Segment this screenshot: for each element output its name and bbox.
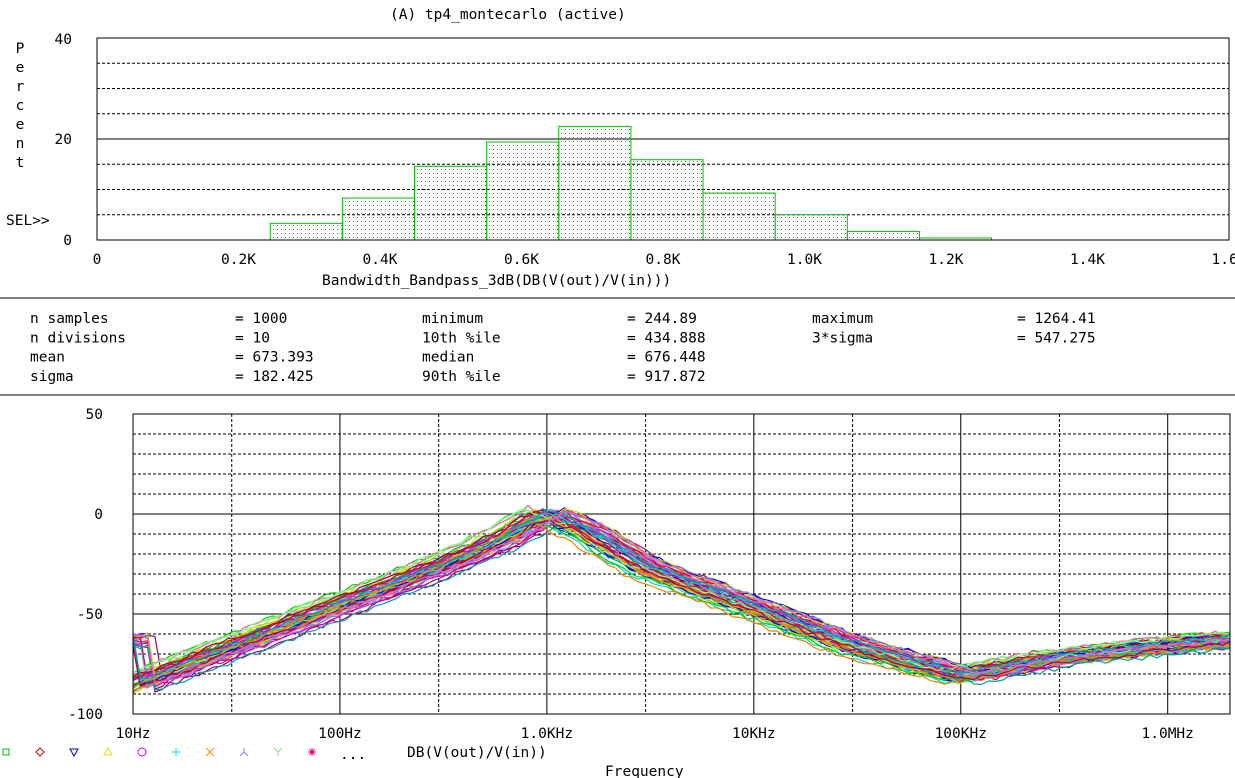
histogram-bar xyxy=(630,159,704,241)
stat-cell: maximum xyxy=(812,311,873,327)
stat-cell: n samples xyxy=(30,311,109,327)
histogram-y-label-char: n xyxy=(16,136,25,152)
mc-trace xyxy=(132,509,1231,685)
stat-cell: 3*sigma xyxy=(812,330,873,346)
mc-trace xyxy=(132,518,1231,692)
legend-more[interactable]: ... xyxy=(340,747,366,763)
histogram-y-label-char: e xyxy=(16,117,25,133)
histogram-y-label-char: t xyxy=(16,155,25,171)
histogram-x-tick: 0.8K xyxy=(646,252,681,268)
ac-y-tick: 50 xyxy=(86,407,103,423)
trace-legend[interactable] xyxy=(2,746,316,758)
histogram-x-axis-label: Bandwidth_Bandpass_3dB(DB(V(out)/V(in))) xyxy=(322,273,671,289)
histogram-y-tick-0: 0 xyxy=(63,233,72,249)
histogram-x-tick: 1.2K xyxy=(929,252,964,268)
histogram-bar xyxy=(269,222,343,241)
stat-cell: 90th %ile xyxy=(422,369,501,385)
histogram-y-tick-20: 20 xyxy=(55,132,72,148)
frequency-response-plot[interactable]: 50 0 -50 -100 10Hz 100Hz 1.0KHz 10KHz 100KHz 1.0… xyxy=(2,407,1231,778)
stat-cell: mean xyxy=(30,350,65,366)
histogram-y-label-char: P xyxy=(16,41,25,57)
stat-cell: = 547.275 xyxy=(1017,330,1096,346)
histogram-bar xyxy=(414,165,488,241)
ac-x-tick: 100Hz xyxy=(318,726,362,742)
histogram-bar xyxy=(846,230,920,241)
mc-trace xyxy=(132,518,1231,692)
histogram-bars xyxy=(269,125,993,241)
legend-marker[interactable] xyxy=(2,748,10,756)
stat-cell: = 1000 xyxy=(235,311,287,327)
mc-trace xyxy=(132,509,1231,684)
legend-marker[interactable] xyxy=(69,748,79,758)
stat-cell: n divisions xyxy=(30,330,126,346)
ac-x-ticks: 10Hz 100Hz 1.0KHz 10KHz 100KHz 1.0MHz xyxy=(116,726,1194,742)
ac-frame xyxy=(132,413,1231,715)
legend-marker[interactable] xyxy=(308,748,316,756)
mc-trace xyxy=(132,519,1231,688)
trace-label[interactable]: DB(V(out)/V(in)) xyxy=(407,745,547,761)
window-title: (A) tp4_montecarlo (active) xyxy=(390,7,626,23)
mc-trace xyxy=(132,508,1231,673)
histogram-bar xyxy=(702,192,776,241)
legend-marker[interactable] xyxy=(205,747,215,757)
statistics-panel: n samples = 1000 minimum = 244.89 maximum = 1… xyxy=(30,311,1096,385)
histogram-y-label-char: e xyxy=(16,60,25,76)
legend-marker[interactable] xyxy=(35,747,45,757)
histogram-x-tick: 0.2K xyxy=(221,252,256,268)
ac-x-tick: 10Hz xyxy=(116,726,151,742)
histogram-bar xyxy=(774,214,848,241)
histogram-x-tick: 0 xyxy=(93,252,102,268)
legend-marker[interactable] xyxy=(137,747,147,757)
sel-marker[interactable]: SEL>> xyxy=(6,213,50,229)
histogram-y-tick-40: 40 xyxy=(55,32,72,48)
mc-trace xyxy=(132,519,1231,688)
histogram-x-tick: 0.6K xyxy=(504,252,539,268)
ac-x-tick: 1.0KHz xyxy=(521,726,573,742)
stat-cell: = 917.872 xyxy=(627,369,706,385)
histogram-y-label-char: r xyxy=(16,79,25,95)
ac-x-axis-label: Frequency xyxy=(605,764,684,778)
stat-cell: 10th %ile xyxy=(422,330,501,346)
stat-cell: sigma xyxy=(30,369,74,385)
ac-grid xyxy=(133,414,1230,714)
ac-y-ticks: 50 0 -50 -100 xyxy=(68,407,103,723)
stat-cell: minimum xyxy=(422,311,483,327)
ac-y-tick: -100 xyxy=(68,707,103,723)
stat-cell: = 1264.41 xyxy=(1017,311,1096,327)
stat-cell: = 434.888 xyxy=(627,330,706,346)
histogram-bar xyxy=(486,141,560,241)
ac-x-tick: 1.0MHz xyxy=(1142,726,1194,742)
ac-traces xyxy=(132,504,1231,694)
legend-marker[interactable] xyxy=(103,746,113,756)
ac-y-tick: 0 xyxy=(94,507,103,523)
mc-trace xyxy=(132,510,1231,680)
legend-marker[interactable] xyxy=(172,748,180,756)
stat-cell: = 676.448 xyxy=(627,350,706,366)
mc-trace xyxy=(132,518,1231,691)
stat-cell: = 244.89 xyxy=(627,311,697,327)
legend-marker[interactable] xyxy=(273,747,283,756)
mc-trace xyxy=(132,517,1231,693)
histogram-y-label-char: c xyxy=(16,98,25,114)
histogram-frame xyxy=(96,37,1230,241)
histogram-bar xyxy=(341,197,416,241)
histogram-x-tick: 1.6K xyxy=(1212,252,1235,268)
legend-marker[interactable] xyxy=(239,748,249,757)
ac-x-tick: 10KHz xyxy=(732,726,776,742)
stat-cell: median xyxy=(422,350,474,366)
histogram-x-tick: 1.4K xyxy=(1070,252,1105,268)
stat-cell: = 10 xyxy=(235,330,270,346)
ac-x-tick: 100KHz xyxy=(935,726,987,742)
histogram-x-tick: 1.0K xyxy=(787,252,822,268)
mc-trace xyxy=(132,517,1231,693)
histogram-bar xyxy=(558,125,632,241)
histogram-x-tick: 0.4K xyxy=(363,252,398,268)
ac-y-tick: -50 xyxy=(77,607,103,623)
stat-cell: = 673.393 xyxy=(235,350,314,366)
stat-cell: = 182.425 xyxy=(235,369,314,385)
histogram-x-ticks: 0 0.2K 0.4K 0.6K 0.8K 1.0K 1.2K 1.4K 1.6K xyxy=(93,252,1235,268)
